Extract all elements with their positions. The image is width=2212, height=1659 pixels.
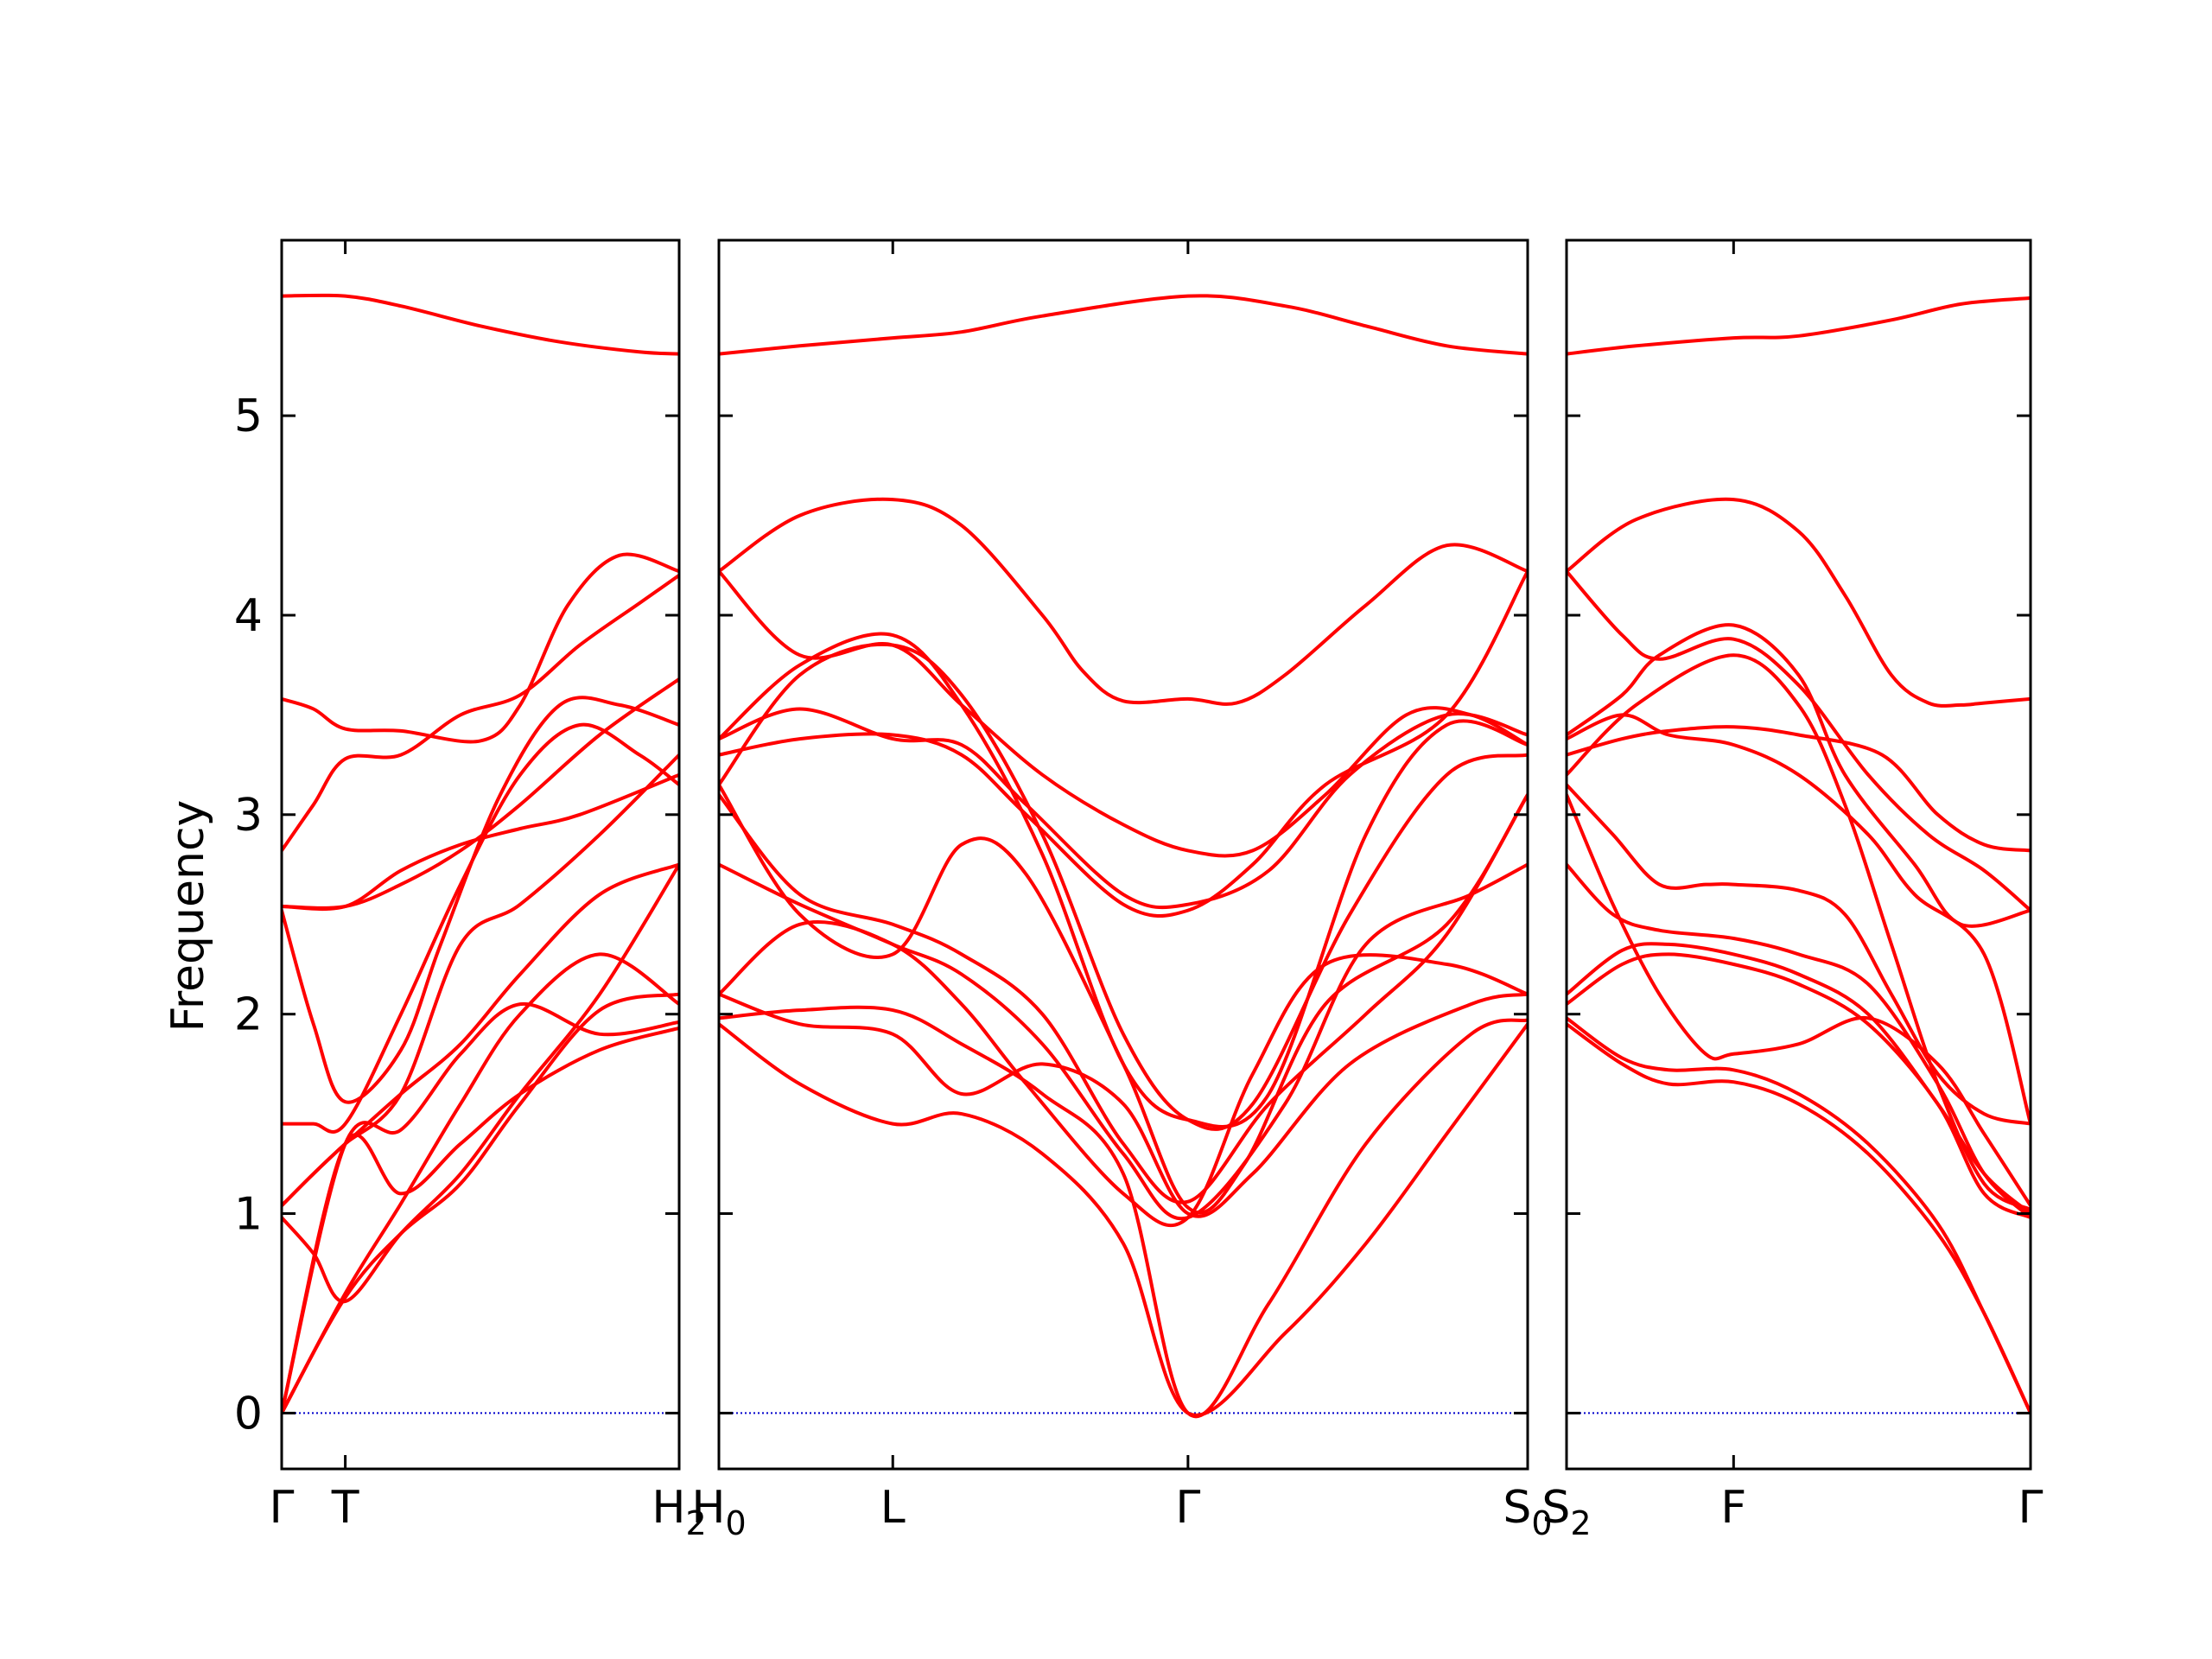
band-line-8 [1567, 792, 2031, 1208]
band-panel-h0-l-gamma-s0: H0 L Γ S0 [691, 238, 1553, 1542]
y-tick-labels: 0 1 2 3 4 5 [234, 391, 263, 1440]
y-tick-label: 0 [234, 1388, 263, 1440]
x-tick-label: S0 [1503, 1482, 1552, 1542]
y-tick-label: 5 [234, 391, 263, 442]
band-line-13 [719, 1022, 1528, 1417]
band-line-13 [1567, 1022, 2031, 1415]
band-line-12 [719, 1005, 1528, 1419]
band-line-6 [282, 722, 679, 1134]
x-tick-label: Γ [270, 1482, 295, 1534]
band-line-2 [282, 573, 679, 853]
band-line-2 [1567, 569, 2031, 912]
band-line-7 [1567, 783, 2031, 1126]
band-lines [282, 293, 679, 1415]
band-line-4 [282, 772, 679, 912]
band-line-11 [282, 992, 679, 1415]
panel-frame [280, 238, 681, 1471]
band-line-1 [719, 497, 1528, 706]
x-tick-label: Γ [1175, 1482, 1200, 1534]
band-line-5 [282, 696, 679, 1104]
band-line-5 [1567, 725, 2031, 853]
band-line-11 [1567, 952, 2031, 1220]
band-line-10 [1567, 942, 2031, 1216]
band-line-8 [719, 792, 1528, 1205]
band-line-3 [1567, 623, 2031, 928]
x-tick-label: Γ [2018, 1482, 2044, 1534]
band-line-7 [719, 783, 1528, 1215]
band-line-4 [719, 569, 1528, 918]
panel-frame [1565, 238, 2032, 1471]
band-line-1 [282, 552, 679, 744]
x-tick-label: T [331, 1482, 359, 1534]
band-line-0 [1567, 296, 2031, 356]
y-tick-label: 3 [234, 790, 263, 842]
band-line-9 [282, 862, 679, 1304]
band-line-0 [282, 293, 679, 356]
band-line-13 [282, 1026, 679, 1415]
panel-frame [717, 238, 1529, 1471]
y-tick-label: 2 [234, 989, 263, 1041]
band-line-4 [1567, 713, 2031, 1126]
band-lines [719, 294, 1528, 1419]
band-line-3 [719, 707, 1528, 910]
y-tick-label: 4 [234, 590, 263, 642]
band-line-10 [282, 952, 679, 1415]
band-line-9 [1567, 862, 2031, 1220]
band-lines [1567, 296, 2031, 1415]
band-panel-s2-f-gamma: S2 F Γ [1541, 238, 2044, 1542]
band-line-11 [719, 992, 1528, 1218]
x-tick-label: L [880, 1482, 906, 1534]
band-line-1 [1567, 497, 2031, 708]
x-tick-label: F [1720, 1482, 1746, 1534]
y-tick-label: 1 [234, 1189, 263, 1241]
band-line-8 [282, 862, 679, 1208]
band-line-0 [719, 294, 1528, 356]
band-line-6 [719, 642, 1528, 1131]
band-line-10 [719, 920, 1528, 1228]
y-axis-label: Frequency [162, 800, 214, 1033]
